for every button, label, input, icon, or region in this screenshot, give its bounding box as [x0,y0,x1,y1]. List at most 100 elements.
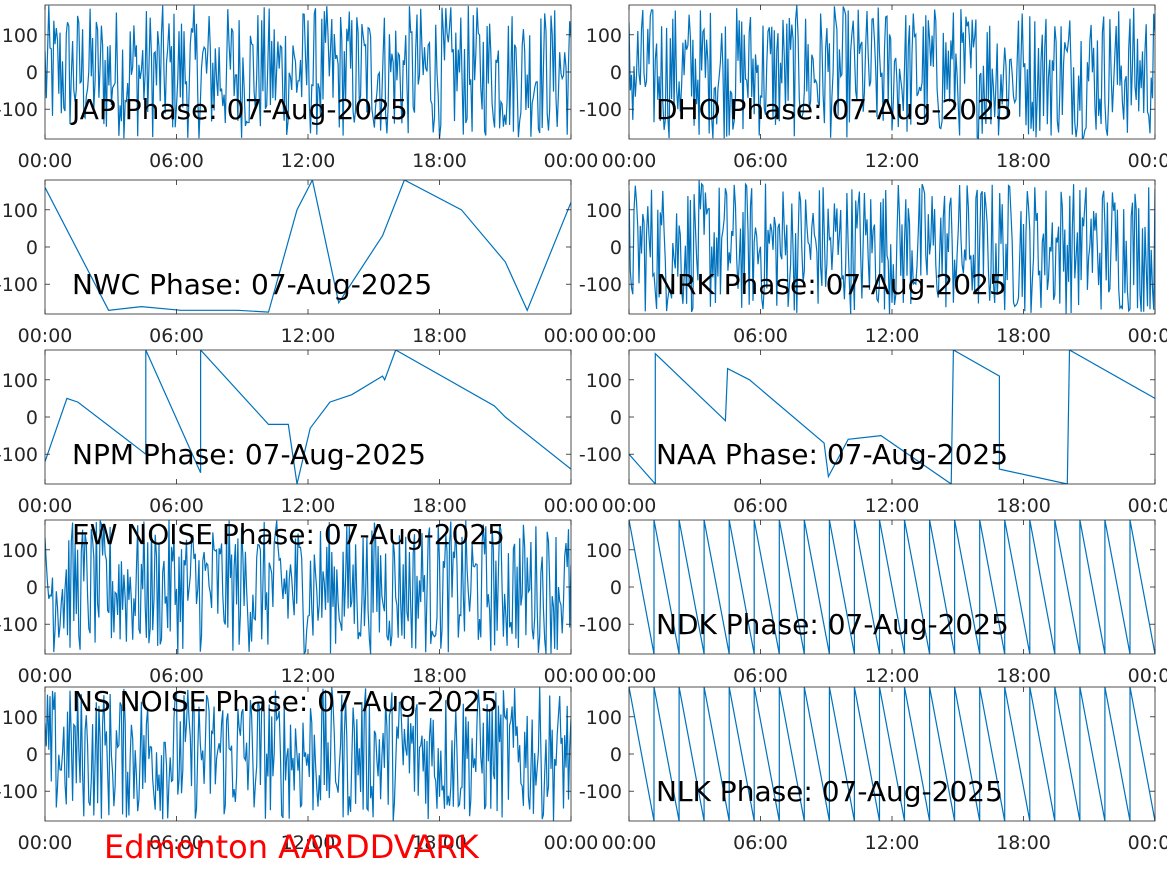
phase-series-line [45,5,571,139]
y-tick-label: 0 [26,237,38,259]
x-tick-label: 18:00 [412,150,467,172]
y-tick-label: 100 [586,200,622,222]
subplot-title: NRK Phase: 07-Aug-2025 [656,268,1007,301]
subplot-title: NS NOISE Phase: 07-Aug-2025 [72,685,498,718]
station-label: Edmonton AARDDVARK [104,828,479,866]
subplot-8: 100 0 -100 00:00 06:00 12:00 18:00 00:00 NDK Pha… [579,519,1167,687]
y-tick-label: -100 [0,99,38,121]
y-tick-label: 100 [2,370,38,392]
y-tick-label: 100 [586,25,622,47]
x-tick-label: 06:00 [149,325,204,347]
y-tick-label: -100 [579,444,622,466]
y-tick-label: 100 [2,25,38,47]
y-tick-label: -100 [579,614,622,636]
x-tick-label: 12:00 [281,665,336,687]
x-tick-label: 18:00 [412,665,467,687]
x-tick-label: 00:00 [18,665,73,687]
x-tick-label: 06:00 [149,495,204,517]
subplot-title: JAP Phase: 07-Aug-2025 [70,93,408,126]
subplot-10: 100 0 -100 00:00 06:00 12:00 18:00 00:00 NLK Pha… [579,686,1167,854]
x-tick-label: 00:00 [602,150,657,172]
x-tick-label: 12:00 [281,495,336,517]
x-tick-label: 00:00 [1128,665,1167,687]
y-tick-label: 0 [610,237,622,259]
subplot-3: 100 0 -100 00:00 06:00 12:00 18:00 00:00 NWC Pha… [0,179,599,347]
x-tick-label: 00:00 [602,832,657,854]
y-tick-label: -100 [579,781,622,803]
x-tick-label: 00:00 [544,325,599,347]
y-tick-label: 0 [610,577,622,599]
y-tick-label: 0 [610,407,622,429]
x-tick-label: 18:00 [996,325,1051,347]
y-tick-label: 0 [26,62,38,84]
x-tick-label: 00:00 [544,495,599,517]
y-tick-label: 0 [26,744,38,766]
x-tick-label: 06:00 [733,665,788,687]
x-tick-label: 18:00 [996,495,1051,517]
y-tick-label: 100 [586,540,622,562]
subplot-title: NDK Phase: 07-Aug-2025 [656,608,1009,641]
x-tick-label: 18:00 [996,150,1051,172]
y-tick-label: 0 [610,744,622,766]
x-tick-label: 00:00 [18,832,73,854]
x-tick-label: 00:00 [544,665,599,687]
x-tick-label: 12:00 [281,325,336,347]
x-tick-label: 00:00 [1128,325,1167,347]
x-tick-label: 00:00 [544,150,599,172]
x-tick-label: 12:00 [281,150,336,172]
x-tick-label: 06:00 [733,150,788,172]
subplot-title: EW NOISE Phase: 07-Aug-2025 [72,518,505,551]
y-tick-label: -100 [579,99,622,121]
subplot-7: 100 0 -100 00:00 06:00 12:00 18:00 00:00 EW NOIS… [0,518,598,687]
x-tick-label: 06:00 [733,832,788,854]
subplot-6: 100 0 -100 00:00 06:00 12:00 18:00 00:00 NAA Pha… [579,349,1167,517]
subplot-9: 100 0 -100 00:00 06:00 12:00 18:00 00:00 NS NOIS… [0,685,598,854]
x-tick-label: 00:00 [18,495,73,517]
x-tick-label: 00:00 [602,495,657,517]
x-tick-label: 00:00 [1128,495,1167,517]
x-tick-label: 00:00 [18,325,73,347]
x-tick-label: 12:00 [865,832,920,854]
x-tick-label: 18:00 [996,832,1051,854]
phase-series-line [629,687,1155,821]
x-tick-label: 00:00 [602,325,657,347]
subplot-5: 100 0 -100 00:00 06:00 12:00 18:00 00:00 NPM Pha… [0,349,599,517]
x-tick-label: 00:00 [1128,832,1167,854]
phase-series-line [629,5,1155,139]
y-tick-label: 0 [26,407,38,429]
x-tick-label: 00:00 [602,665,657,687]
x-tick-label: 12:00 [865,150,920,172]
y-tick-label: 0 [610,62,622,84]
y-tick-label: 100 [2,540,38,562]
x-tick-label: 18:00 [412,325,467,347]
x-tick-label: 18:00 [412,832,467,854]
x-tick-label: 12:00 [865,665,920,687]
x-tick-label: 06:00 [149,150,204,172]
x-tick-label: 18:00 [412,495,467,517]
subplot-title: DHO Phase: 07-Aug-2025 [656,93,1013,126]
x-tick-label: 06:00 [149,665,204,687]
phase-series-line [45,520,571,654]
y-tick-label: 100 [586,370,622,392]
y-tick-label: -100 [0,781,38,803]
x-tick-label: 12:00 [281,832,336,854]
x-tick-label: 00:00 [18,150,73,172]
x-tick-label: 12:00 [865,325,920,347]
x-tick-label: 00:00 [544,832,599,854]
phase-series-line [45,687,571,821]
x-tick-label: 00:00 [1128,150,1167,172]
phase-series-line [629,180,1155,314]
phase-series-line [45,350,571,484]
subplot-1: 100 0 -100 00:00 06:00 12:00 18:00 00:00 JAP Pha… [0,4,599,172]
subplot-4: 100 0 -100 00:00 06:00 12:00 18:00 00:00 NRK Pha… [579,179,1167,347]
y-tick-label: -100 [0,444,38,466]
x-tick-label: 06:00 [733,495,788,517]
subplot-title: NAA Phase: 07-Aug-2025 [656,438,1008,471]
y-tick-label: 100 [2,707,38,729]
phase-series-line [629,350,1155,484]
y-tick-label: -100 [0,614,38,636]
subplot-2: 100 0 -100 00:00 06:00 12:00 18:00 00:00 DHO Pha… [579,4,1167,172]
y-tick-label: -100 [579,274,622,296]
y-tick-label: -100 [0,274,38,296]
x-tick-label: 18:00 [996,665,1051,687]
